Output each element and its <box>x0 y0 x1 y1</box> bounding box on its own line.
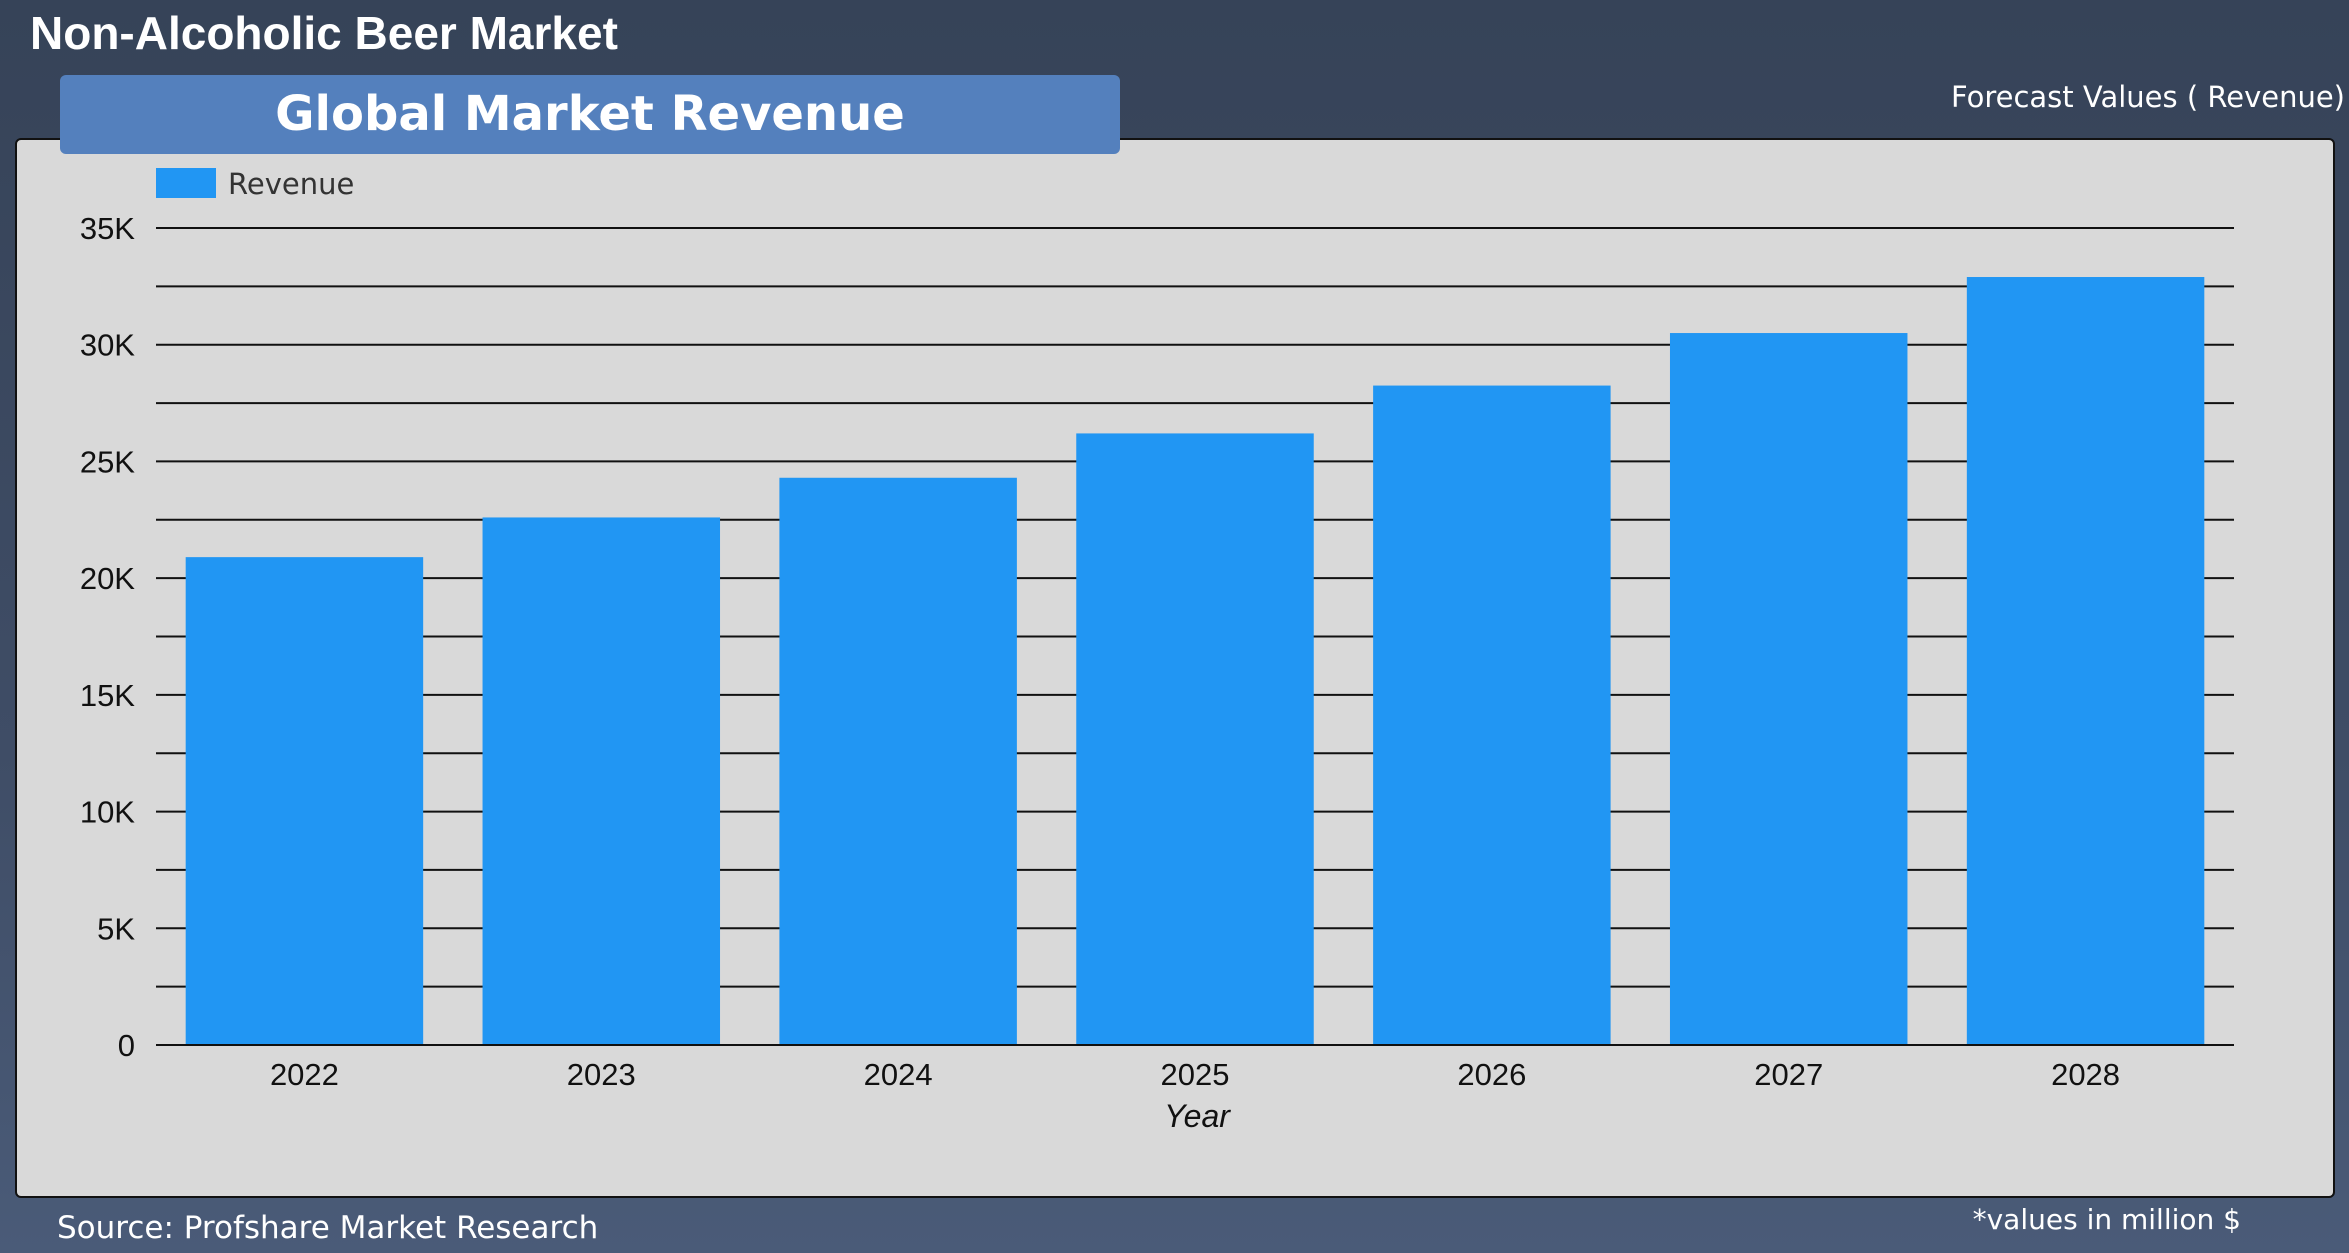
bar-2024 <box>779 477 1017 1046</box>
y-tick-label: 25K <box>80 444 135 479</box>
y-tick-label: 20K <box>80 561 135 596</box>
chart-title: Global Market Revenue <box>60 75 1120 154</box>
unit-note: *values in million $ <box>1972 1203 2241 1236</box>
x-tick-label: 2024 <box>864 1057 933 1092</box>
bar-2026 <box>1373 385 1611 1045</box>
bar-2027 <box>1669 333 1908 1045</box>
y-tick-label: 10K <box>80 795 135 830</box>
y-tick-label: 30K <box>80 328 135 363</box>
y-tick-label: 5K <box>97 911 135 946</box>
source-note: Source: Profshare Market Research <box>57 1210 599 1246</box>
bar-2023 <box>482 517 721 1045</box>
x-axis-title: Year <box>1164 1098 1231 1134</box>
x-tick-label: 2022 <box>270 1057 339 1092</box>
x-tick-label: 2023 <box>567 1057 636 1092</box>
y-tick-label: 35K <box>80 211 135 246</box>
x-tick-label: 2027 <box>1754 1057 1823 1092</box>
y-tick-label: 0 <box>118 1028 135 1063</box>
bar-2022 <box>185 557 424 1045</box>
x-tick-label: 2025 <box>1161 1057 1230 1092</box>
legend-swatch <box>156 168 216 198</box>
bar-2028 <box>1966 277 2205 1045</box>
x-tick-label: 2026 <box>1457 1057 1526 1092</box>
legend-label: Revenue <box>228 167 354 201</box>
bar-2025 <box>1076 433 1314 1046</box>
y-tick-label: 15K <box>80 678 135 713</box>
x-tick-label: 2028 <box>2051 1057 2120 1092</box>
page-title: Non-Alcoholic Beer Market <box>30 7 618 59</box>
forecast-note: Forecast Values ( Revenue) <box>1950 80 2345 114</box>
